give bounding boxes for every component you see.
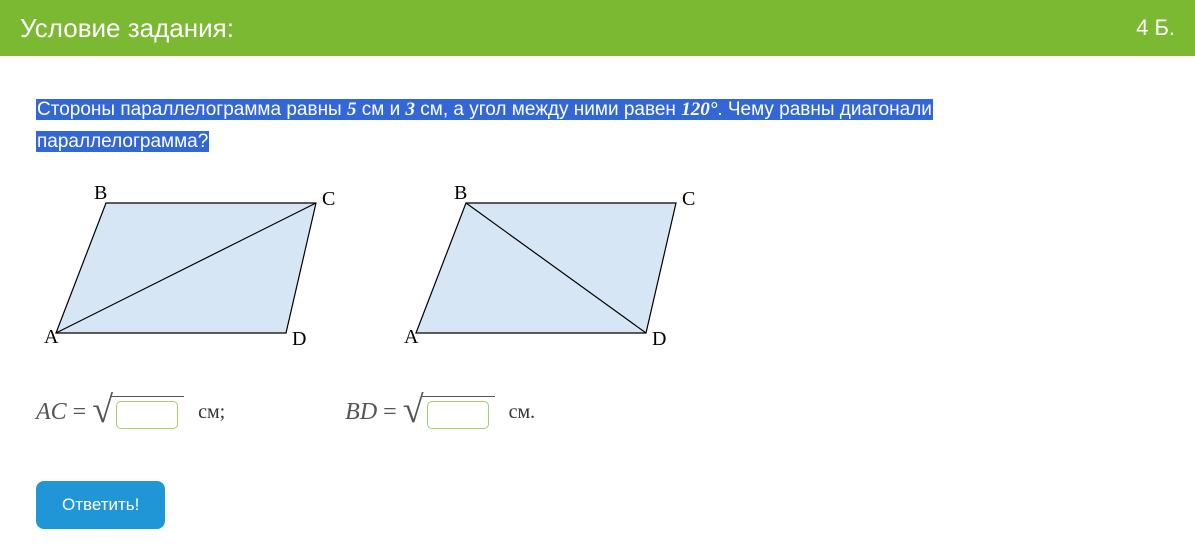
sqrt-bar [421, 396, 495, 429]
value-120: 120° [681, 99, 717, 120]
label-D: D [652, 328, 666, 350]
sqrt-bd: √ [403, 393, 495, 431]
label-C: C [682, 188, 695, 210]
parallelogram-shape [416, 203, 676, 333]
problem-line1: Стороны параллелограмма равны 5 см и 3 с… [36, 99, 933, 120]
text-frag: см, а угол между ними равен [415, 99, 681, 120]
ac-input[interactable] [116, 401, 178, 429]
label-B: B [94, 183, 107, 204]
diagram-ac: A B C D [36, 183, 336, 353]
diagrams-row: A B C D A B C D [36, 183, 1159, 353]
value-5: 5 [347, 99, 357, 120]
header-points: 4 Б. [1136, 15, 1175, 41]
bd-label: BD [345, 399, 377, 426]
value-3: 3 [406, 99, 416, 120]
label-D: D [292, 328, 306, 350]
label-C: C [322, 188, 335, 210]
text-frag: . Чему равны диагонали [717, 99, 932, 120]
sqrt-bar [110, 396, 184, 429]
answer-bd: BD = √ см. [345, 393, 535, 431]
label-B: B [454, 183, 467, 204]
answer-ac: AC = √ см; [36, 393, 225, 431]
label-A: A [404, 326, 419, 348]
bd-input[interactable] [427, 401, 489, 429]
unit-cm-semicolon: см; [198, 401, 225, 424]
answers-row: AC = √ см; BD = √ см. [36, 393, 1159, 431]
sqrt-symbol-icon: √ [92, 391, 113, 429]
sqrt-ac: √ [92, 393, 184, 431]
header-title: Условие задания: [20, 13, 234, 44]
problem-statement: Стороны параллелограмма равны 5 см и 3 с… [36, 96, 1159, 124]
submit-button[interactable]: Ответить! [36, 481, 165, 529]
equals-sign: = [383, 399, 397, 426]
unit-cm-period: см. [509, 401, 536, 424]
text-frag: см и [357, 99, 406, 120]
content-area: Стороны параллелограмма равны 5 см и 3 с… [0, 56, 1195, 559]
sqrt-symbol-icon: √ [403, 391, 424, 429]
text-frag: параллелограмма? [36, 131, 209, 152]
text-frag: Стороны параллелограмма равны [37, 99, 347, 120]
ac-label: AC [36, 399, 67, 426]
task-header: Условие задания: 4 Б. [0, 0, 1195, 56]
parallelogram-ac-svg: A B C D [36, 183, 336, 353]
problem-statement-line2: параллелограмма? [36, 128, 1159, 156]
label-A: A [44, 326, 59, 348]
parallelogram-bd-svg: A B C D [396, 183, 696, 353]
equals-sign: = [73, 399, 87, 426]
diagram-bd: A B C D [396, 183, 696, 353]
